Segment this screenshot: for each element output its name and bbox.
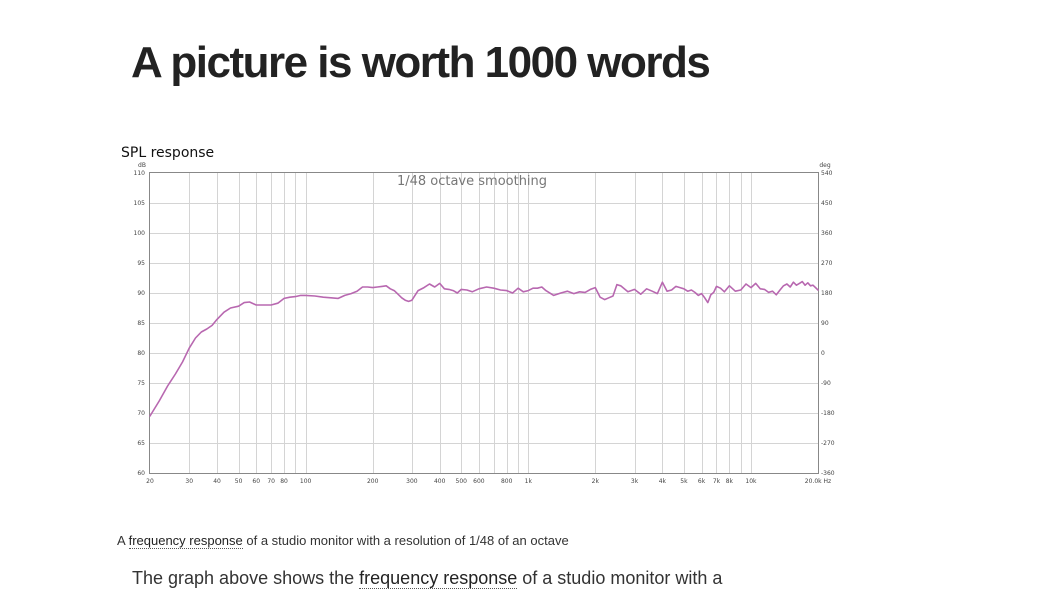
page-title: A picture is worth 1000 words <box>131 38 711 87</box>
x-tick-label: 6k <box>698 478 706 485</box>
spl-response-chart: SPL response dB deg 60 65 70 75 80 85 90 95 100 1… <box>121 145 835 485</box>
smoothing-annotation: 1/48 octave smoothing <box>397 174 547 189</box>
x-tick-label: 3k <box>631 478 639 485</box>
y-axis-unit: dB <box>138 162 146 169</box>
spl-series-line <box>149 280 819 417</box>
x-tick-label: 50 <box>235 478 243 485</box>
y-tick-label: 110 <box>134 170 146 177</box>
y2-tick-label: 0 <box>821 350 825 357</box>
x-tick-label: 400 <box>434 478 446 485</box>
x-tick-label: 20.0k Hz <box>805 478 831 485</box>
caption-prefix: A <box>117 533 129 548</box>
y-tick-label: 100 <box>134 230 146 237</box>
x-tick-label: 60 <box>252 478 260 485</box>
y2-tick-label: 180 <box>821 290 833 297</box>
x-tick-label: 300 <box>406 478 418 485</box>
y2-tick-label: 90 <box>821 320 829 327</box>
x-tick-label: 800 <box>501 478 513 485</box>
tick-labels: 60 65 70 75 80 85 90 95 100 105 110 -360 -270 -180 -90… <box>134 170 835 485</box>
y-tick-label: 60 <box>137 470 145 477</box>
y2-tick-label: -360 <box>821 470 835 477</box>
y-tick-label: 90 <box>137 290 145 297</box>
y-tick-label: 85 <box>137 320 145 327</box>
caption-suffix: of a studio monitor with a resolution of… <box>242 533 569 548</box>
y-tick-label: 75 <box>137 380 145 387</box>
x-tick-label: 80 <box>280 478 288 485</box>
grid <box>150 173 818 473</box>
y-tick-label: 95 <box>137 260 145 267</box>
caption-link[interactable]: frequency response <box>128 533 243 549</box>
spl-response-figure: SPL response dB deg 60 65 70 75 80 85 90 95 100 1… <box>110 138 840 498</box>
x-tick-label: 500 <box>456 478 468 485</box>
paragraph-suffix: of a studio monitor with a <box>517 568 723 588</box>
x-tick-label: 1k <box>525 478 533 485</box>
figure-caption: A frequency response of a studio monitor… <box>117 533 569 549</box>
x-tick-label: 100 <box>300 478 312 485</box>
y2-tick-label: 360 <box>821 230 833 237</box>
y2-axis-unit: deg <box>819 162 831 169</box>
x-tick-label: 8k <box>726 478 734 485</box>
chart-title: SPL response <box>121 145 214 161</box>
x-tick-label: 5k <box>680 478 688 485</box>
x-tick-label: 7k <box>713 478 721 485</box>
paragraph-prefix: The graph above shows the <box>132 568 360 588</box>
x-tick-label: 200 <box>367 478 379 485</box>
y2-tick-label: -270 <box>821 440 835 447</box>
body-paragraph: The graph above shows the frequency resp… <box>132 568 722 589</box>
x-tick-label: 30 <box>185 478 193 485</box>
paragraph-link[interactable]: frequency response <box>359 568 518 589</box>
x-tick-label: 10k <box>745 478 757 485</box>
y-tick-label: 65 <box>137 440 145 447</box>
y2-tick-label: 450 <box>821 200 833 207</box>
x-tick-label: 600 <box>473 478 485 485</box>
x-tick-label: 2k <box>592 478 600 485</box>
y2-tick-label: -180 <box>821 410 835 417</box>
x-tick-label: 20 <box>146 478 154 485</box>
y2-tick-label: 270 <box>821 260 833 267</box>
y-tick-label: 70 <box>137 410 145 417</box>
series <box>149 280 819 417</box>
y-tick-label: 105 <box>134 200 146 207</box>
y2-tick-label: -90 <box>821 380 831 387</box>
y2-tick-label: 540 <box>821 170 833 177</box>
x-tick-label: 70 <box>267 478 275 485</box>
y-tick-label: 80 <box>137 350 145 357</box>
x-tick-label: 40 <box>213 478 221 485</box>
x-tick-label: 4k <box>659 478 667 485</box>
